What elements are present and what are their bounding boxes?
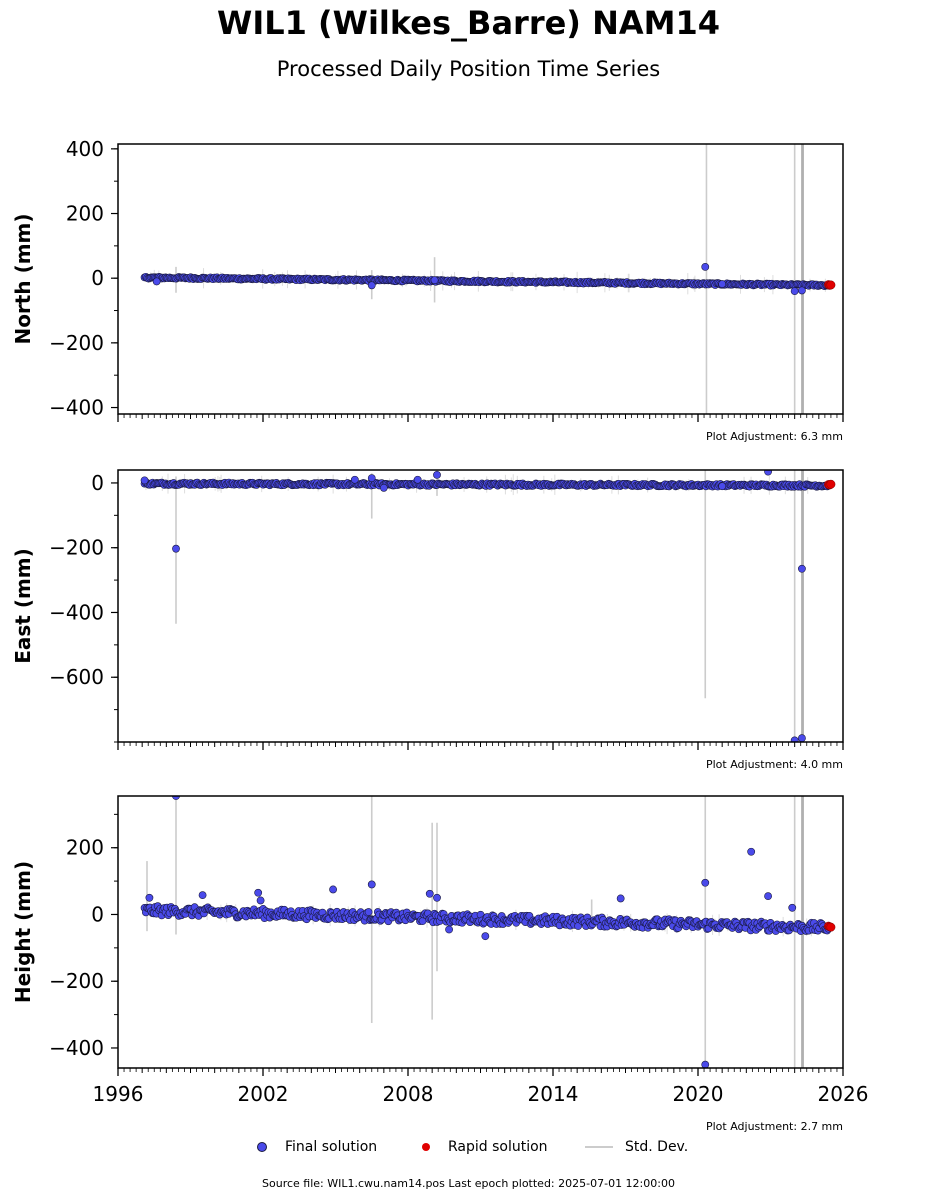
final-solution-outlier bbox=[718, 482, 727, 491]
final-solution-outlier bbox=[433, 470, 441, 479]
final-solution-outlier bbox=[172, 544, 180, 553]
final-solution-outlier bbox=[747, 847, 756, 856]
final-solution-outlier bbox=[798, 286, 806, 295]
source-footer: Source file: WIL1.cwu.nam14.pos Last epo… bbox=[262, 1177, 675, 1190]
chart-title: WIL1 (Wilkes_Barre) NAM14 bbox=[217, 4, 720, 42]
final-solution-outlier bbox=[413, 475, 422, 484]
x-tick-label: 2020 bbox=[673, 1082, 724, 1106]
rapid-solution-point bbox=[826, 922, 836, 932]
plot-adjustment-label: Plot Adjustment: 4.0 mm bbox=[706, 758, 843, 771]
x-tick-label: 2026 bbox=[818, 1082, 869, 1106]
y-tick-label: 400 bbox=[66, 137, 104, 161]
rapid-solution-point bbox=[826, 479, 836, 489]
chart-subtitle: Processed Daily Position Time Series bbox=[276, 57, 661, 81]
final-solution-outlier bbox=[788, 903, 797, 912]
final-solution-outlier bbox=[367, 880, 376, 889]
final-solution-outlier bbox=[198, 891, 207, 900]
legend-rapid-label: Rapid solution bbox=[448, 1139, 548, 1155]
final-solution-outlier bbox=[152, 277, 161, 286]
final-solution-outlier bbox=[718, 280, 727, 288]
x-tick-label: 2008 bbox=[383, 1082, 434, 1106]
final-solution-outlier bbox=[433, 893, 441, 902]
final-solution-outlier bbox=[145, 893, 154, 902]
final-solution-outlier bbox=[790, 736, 799, 742]
final-solution-outlier bbox=[701, 1060, 710, 1068]
axes-frame bbox=[117, 469, 844, 743]
plot-adjustment-label: Plot Adjustment: 2.7 mm bbox=[706, 1120, 843, 1133]
final-solution-outlier bbox=[256, 896, 265, 905]
final-solution-outlier bbox=[616, 894, 625, 903]
legend-final: Final solution bbox=[257, 1137, 377, 1157]
final-solution-outlier bbox=[701, 878, 710, 887]
final-solution-outlier bbox=[379, 483, 388, 492]
plot-area-2 bbox=[140, 796, 836, 1068]
panel-2: 200 0 −200 −400 1996 2002 2008 2014 2020 2026 Heig… bbox=[11, 795, 869, 1133]
final-solution-outlier bbox=[329, 885, 337, 894]
y-axis-label: Height (mm) bbox=[11, 861, 35, 1003]
y-tick-label: −400 bbox=[49, 396, 104, 420]
final-solution-outlier bbox=[798, 564, 806, 573]
legend: Final solution Rapid solution Std. Dev. bbox=[0, 1137, 937, 1157]
final-solution-outlier bbox=[350, 475, 359, 484]
final-solution-outlier bbox=[140, 476, 149, 485]
final-solution-outlier bbox=[430, 276, 439, 285]
y-axis-label: East (mm) bbox=[11, 548, 35, 664]
final-solution-outlier bbox=[367, 281, 376, 290]
legend-std-label: Std. Dev. bbox=[625, 1139, 689, 1155]
y-tick-label: 0 bbox=[91, 266, 104, 290]
final-solution-outlier bbox=[481, 932, 490, 941]
y-axis-label: North (mm) bbox=[11, 213, 35, 344]
plot-area-0 bbox=[140, 144, 836, 414]
y-tick-label: −600 bbox=[49, 665, 104, 689]
final-solution-outlier bbox=[445, 925, 453, 934]
axes-frame bbox=[117, 795, 844, 1069]
final-solution-outlier bbox=[254, 888, 263, 897]
legend-final-marker bbox=[257, 1142, 267, 1152]
y-tick-label: −200 bbox=[49, 969, 104, 993]
plot-area-1 bbox=[140, 470, 836, 742]
legend-std-marker bbox=[585, 1146, 613, 1148]
x-tick-label: 1996 bbox=[93, 1082, 144, 1106]
y-tick-label: −200 bbox=[49, 331, 104, 355]
final-solution-outlier bbox=[764, 892, 772, 901]
final-solution-outlier bbox=[425, 889, 434, 898]
x-tick-label: 2014 bbox=[528, 1082, 579, 1106]
final-solution-outlier bbox=[701, 262, 710, 271]
y-tick-label: 0 bbox=[91, 471, 104, 495]
x-tick-label: 2002 bbox=[238, 1082, 289, 1106]
y-tick-label: 200 bbox=[66, 836, 104, 860]
legend-std: Std. Dev. bbox=[585, 1137, 688, 1157]
rapid-solution-point bbox=[826, 280, 836, 290]
legend-rapid: Rapid solution bbox=[422, 1137, 548, 1157]
legend-rapid-marker bbox=[422, 1143, 430, 1151]
legend-final-label: Final solution bbox=[285, 1139, 378, 1155]
final-solution-point bbox=[364, 908, 373, 916]
final-solution-outlier bbox=[367, 474, 376, 482]
panel-1: 0 −200 −400 −600 East (mm) Plot Adjustment: 4… bbox=[11, 469, 844, 771]
final-solution-outlier bbox=[764, 470, 772, 476]
y-tick-label: 200 bbox=[66, 202, 104, 226]
plot-adjustment-label: Plot Adjustment: 6.3 mm bbox=[706, 430, 843, 443]
y-tick-label: −400 bbox=[49, 1036, 104, 1060]
final-solution-outlier bbox=[798, 734, 806, 742]
final-solution-outlier bbox=[790, 287, 799, 296]
y-tick-label: −200 bbox=[49, 536, 104, 560]
y-tick-label: −400 bbox=[49, 600, 104, 624]
y-tick-label: 0 bbox=[91, 902, 104, 926]
panel-0: 400 200 0 −200 −400 North (mm) Plot Adjustment… bbox=[11, 137, 844, 443]
